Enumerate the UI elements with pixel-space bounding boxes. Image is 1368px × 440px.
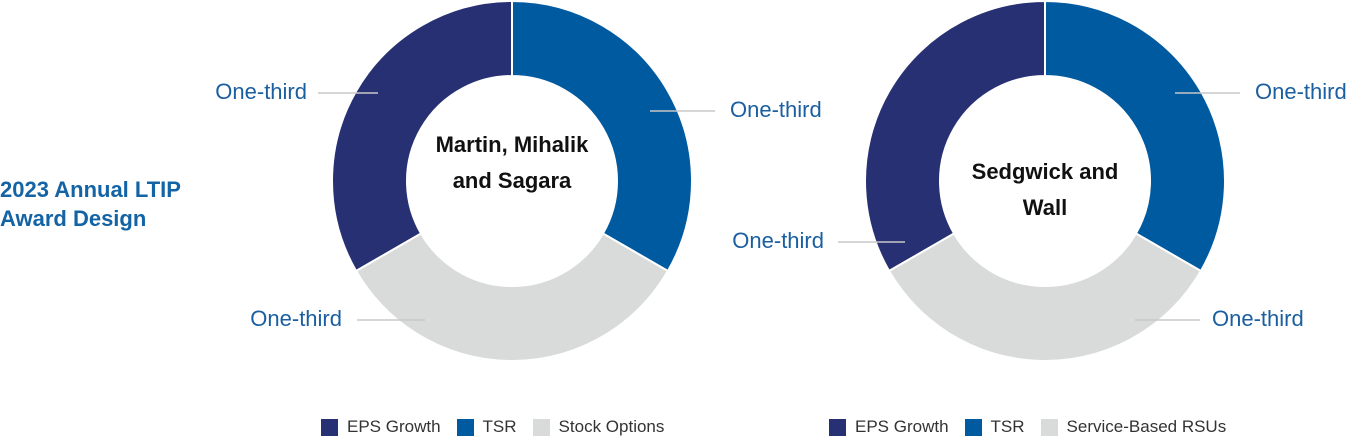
donut-slice	[1044, 0, 1226, 273]
legend-swatch	[1040, 418, 1058, 436]
data-label: One-third	[1255, 79, 1347, 104]
donut-slice	[354, 232, 670, 363]
data-label: One-third	[732, 228, 824, 253]
legend-swatch	[532, 418, 550, 436]
legend-item: Stock Options	[532, 417, 665, 437]
legend-label: Stock Options	[558, 417, 665, 436]
donut-slice	[511, 0, 693, 273]
legend-label: EPS Growth	[347, 417, 441, 436]
donut-slice	[864, 0, 1046, 273]
legend-label: Service-Based RSUs	[1066, 417, 1227, 436]
page-title: 2023 Annual LTIP Award Design	[0, 177, 181, 231]
legend-item: Service-Based RSUs	[1040, 417, 1227, 437]
legend-label: EPS Growth	[855, 417, 949, 436]
data-label: One-third	[1212, 306, 1304, 331]
legend-item: TSR	[456, 417, 517, 437]
data-label: One-third	[730, 97, 822, 122]
legend-item: EPS Growth	[321, 417, 441, 437]
legend-swatch	[964, 418, 982, 436]
legend: EPS Growth TSR Stock Options	[321, 417, 664, 437]
legend: EPS Growth TSR Service-Based RSUs	[829, 417, 1226, 437]
legend-swatch	[829, 418, 846, 436]
legend-label: TSR	[990, 417, 1025, 436]
data-label: One-third	[250, 306, 342, 331]
legend-label: TSR	[482, 417, 517, 436]
legend-item: TSR	[964, 417, 1025, 437]
center-label: Martin, Mihalik and Sagara	[435, 132, 589, 193]
data-label: One-third	[215, 79, 307, 104]
donut-slice	[887, 232, 1203, 362]
legend-swatch	[456, 418, 474, 436]
legend-swatch	[321, 418, 338, 436]
legend-item: EPS Growth	[829, 417, 949, 437]
center-label: Sedgwick and Wall	[971, 159, 1119, 220]
donut-slice	[331, 0, 513, 273]
